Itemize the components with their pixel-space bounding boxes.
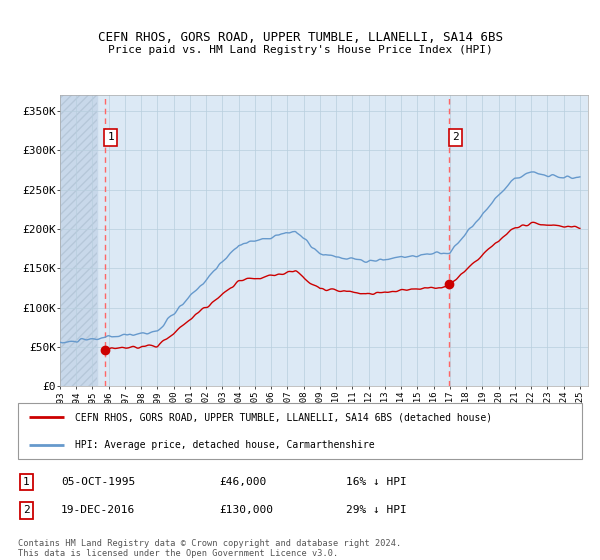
Text: 1: 1 [107,132,114,142]
Text: 2: 2 [23,506,30,516]
Text: CEFN RHOS, GORS ROAD, UPPER TUMBLE, LLANELLI, SA14 6BS (detached house): CEFN RHOS, GORS ROAD, UPPER TUMBLE, LLAN… [76,412,493,422]
Text: £130,000: £130,000 [220,506,274,516]
Text: 29% ↓ HPI: 29% ↓ HPI [346,506,407,516]
Text: £46,000: £46,000 [220,477,266,487]
Text: 19-DEC-2016: 19-DEC-2016 [61,506,135,516]
Text: 16% ↓ HPI: 16% ↓ HPI [346,477,407,487]
Text: Contains HM Land Registry data © Crown copyright and database right 2024.
This d: Contains HM Land Registry data © Crown c… [18,539,401,558]
Bar [60,95,97,386]
Bar [60,95,97,386]
Text: Price paid vs. HM Land Registry's House Price Index (HPI): Price paid vs. HM Land Registry's House … [107,45,493,55]
Text: 2: 2 [452,132,458,142]
Text: HPI: Average price, detached house, Carmarthenshire: HPI: Average price, detached house, Carm… [76,440,375,450]
Text: CEFN RHOS, GORS ROAD, UPPER TUMBLE, LLANELLI, SA14 6BS: CEFN RHOS, GORS ROAD, UPPER TUMBLE, LLAN… [97,31,503,44]
FancyBboxPatch shape [18,403,582,459]
Text: 05-OCT-1995: 05-OCT-1995 [61,477,135,487]
Text: 1: 1 [23,477,30,487]
